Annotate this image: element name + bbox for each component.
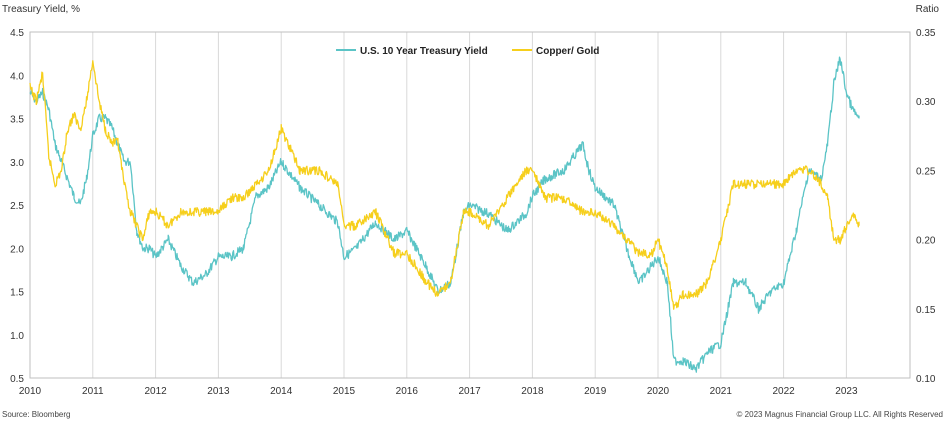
x-tick-label: 2012 <box>144 386 167 397</box>
legend-label: U.S. 10 Year Treasury Yield <box>360 46 488 57</box>
left-tick-label: 1.5 <box>10 288 24 299</box>
x-tick-label: 2017 <box>458 386 481 397</box>
x-tick-label: 2013 <box>207 386 230 397</box>
plot-area-frame <box>29 31 911 379</box>
x-tick-label: 2021 <box>710 386 733 397</box>
right-tick-label: 0.35 <box>916 28 936 39</box>
right-tick-label: 0.10 <box>916 374 936 385</box>
right-tick-label: 0.25 <box>916 166 936 177</box>
vertical-gridlines <box>92 32 847 378</box>
x-tick-label: 2015 <box>333 386 356 397</box>
series-line-copper-gold <box>29 60 860 310</box>
copyright-note: © 2023 Magnus Financial Group LLC. All R… <box>736 410 943 419</box>
x-tick-label: 2014 <box>270 386 293 397</box>
left-tick-label: 1.0 <box>10 331 24 342</box>
x-tick-label: 2010 <box>19 386 42 397</box>
x-axis-ticks: 2010 2011 2012 2013 2014 2015 2016 2017 2018 2019… <box>19 386 858 397</box>
left-tick-label: 4.0 <box>10 71 24 82</box>
left-tick-label: 0.5 <box>10 374 24 385</box>
x-tick-label: 2020 <box>647 386 670 397</box>
left-tick-label: 3.5 <box>10 115 24 126</box>
x-tick-label: 2019 <box>584 386 607 397</box>
legend-label: Copper/ Gold <box>536 46 599 57</box>
right-tick-label: 0.20 <box>916 236 936 247</box>
x-tick-label: 2023 <box>835 386 858 397</box>
left-tick-label: 2.5 <box>10 201 24 212</box>
x-tick-label: 2011 <box>82 386 104 397</box>
legend: U.S. 10 Year Treasury Yield Copper/ Gold <box>336 46 599 57</box>
right-tick-label: 0.30 <box>916 97 936 108</box>
source-note: Source: Bloomberg <box>2 410 71 419</box>
x-tick-label: 2016 <box>396 386 419 397</box>
x-tick-label: 2018 <box>521 386 544 397</box>
right-tick-label: 0.15 <box>916 305 936 316</box>
x-tick-label: 2022 <box>772 386 795 397</box>
right-axis-ticks: 0.10 0.15 0.20 0.25 0.30 0.35 <box>916 28 936 385</box>
right-axis-title: Ratio <box>915 4 939 15</box>
left-tick-label: 3.0 <box>10 158 24 169</box>
left-axis-ticks: 0.5 1.0 1.5 2.0 2.5 3.0 3.5 4.0 4.5 <box>10 28 24 385</box>
left-tick-label: 2.0 <box>10 244 24 255</box>
left-tick-label: 4.5 <box>10 28 24 39</box>
series-layer <box>29 56 860 373</box>
left-axis-title: Treasury Yield, % <box>2 4 80 15</box>
